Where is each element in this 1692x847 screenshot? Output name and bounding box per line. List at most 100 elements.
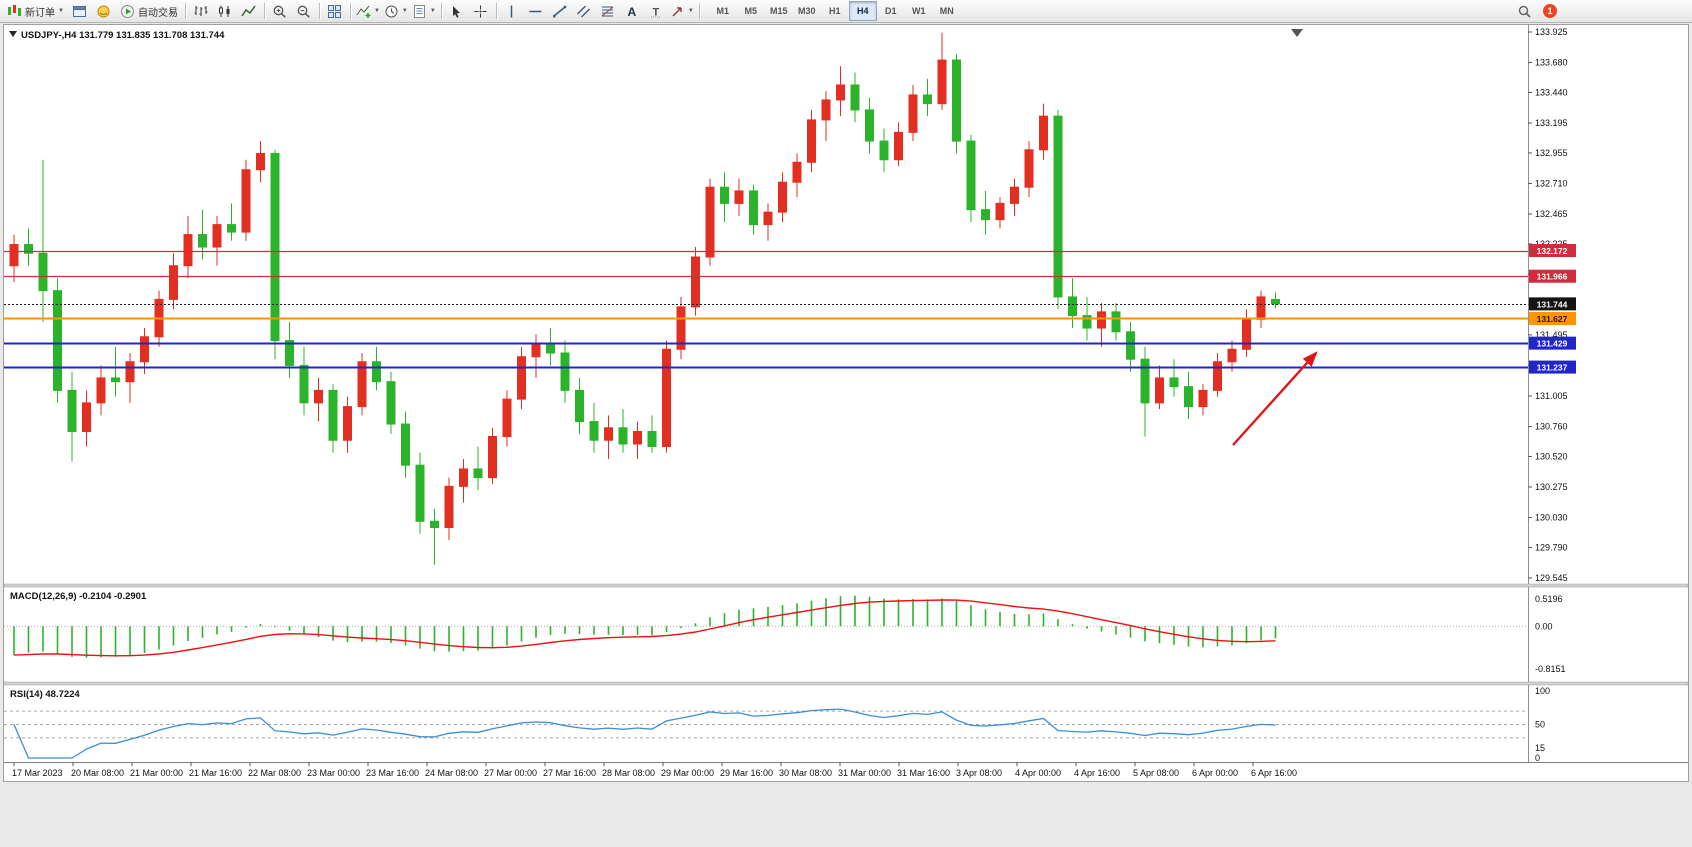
svg-text:130.760: 130.760 — [1535, 422, 1568, 432]
crosshair-button[interactable] — [469, 1, 493, 21]
svg-text:T: T — [653, 6, 660, 18]
price-badge-131.744 — [1529, 297, 1576, 311]
fibonacci-tool-button[interactable] — [596, 1, 620, 21]
toolbar: 新订单 ▼ 自动交易 ▼ ▼ ▼ — [0, 0, 1692, 23]
svg-text:4 Apr 00:00: 4 Apr 00:00 — [1015, 768, 1061, 778]
candle — [82, 390, 91, 447]
zoom-in-icon — [274, 5, 287, 18]
channel-tool-button[interactable] — [572, 1, 596, 21]
candle — [952, 53, 961, 154]
svg-text:131.495: 131.495 — [1535, 330, 1568, 340]
label-tool-button[interactable]: T — [644, 1, 668, 21]
toolbar-separator — [318, 3, 320, 19]
timeframe-button-d1[interactable]: D1 — [885, 6, 897, 16]
indicators-icon — [356, 5, 371, 18]
bar-chart-button[interactable] — [189, 1, 213, 21]
bottom-strip — [0, 783, 1692, 847]
time-axis: 17 Mar 2023 20 Mar 08:00 21 Mar 00:00 21 Ma… — [12, 762, 1297, 778]
crosshair-icon — [474, 5, 487, 17]
timeframe-button-m1[interactable]: M1 — [716, 6, 730, 16]
toolbar-separator — [495, 3, 497, 19]
candlestick-series[interactable] — [9, 32, 1280, 565]
candle — [386, 371, 396, 435]
svg-text:133.925: 133.925 — [1535, 27, 1568, 37]
zoom-in-button[interactable] — [268, 1, 292, 21]
vertical-line-tool-button[interactable] — [500, 1, 524, 21]
price-badge-131.966 — [1529, 269, 1576, 283]
arrows-tool-button[interactable]: ▼ — [668, 1, 696, 21]
candle — [96, 365, 106, 416]
candle — [734, 178, 744, 216]
candle — [314, 377, 323, 422]
horizontal-line-tool-button[interactable] — [524, 1, 548, 21]
candle — [531, 334, 541, 378]
tile-windows-button[interactable] — [323, 1, 347, 21]
candle — [38, 159, 48, 322]
candle — [241, 159, 251, 241]
notification-badge[interactable]: 1 — [1543, 4, 1557, 18]
profiles-button[interactable] — [92, 1, 116, 21]
line-chart-button[interactable] — [237, 1, 261, 21]
autotrading-button[interactable]: 自动交易 — [116, 1, 182, 21]
rsi-line — [13, 708, 1276, 759]
svg-text:100: 100 — [1535, 686, 1550, 696]
zoom-out-icon — [298, 5, 311, 18]
rsi-pane[interactable] — [4, 708, 1528, 759]
trendline-icon — [553, 5, 567, 17]
timeframe-button-m30[interactable]: M30 — [798, 6, 816, 16]
candle — [140, 328, 149, 375]
candle — [24, 228, 33, 266]
toolbar-separator — [184, 3, 186, 19]
templates-button[interactable]: ▼ — [410, 1, 438, 21]
periods-button[interactable]: ▼ — [382, 1, 410, 21]
chart-title: USDJPY-,H4 131.779 131.835 131.708 131.7… — [21, 30, 225, 41]
price-badge-131.429 — [1529, 336, 1576, 350]
svg-text:6 Apr 00:00: 6 Apr 00:00 — [1192, 768, 1238, 778]
svg-text:31 Mar 00:00: 31 Mar 00:00 — [838, 768, 891, 778]
timeframe-button-m5[interactable]: M5 — [744, 6, 758, 16]
label-tool-icon: T — [651, 6, 661, 18]
text-tool-icon: A — [628, 5, 637, 19]
macd-title: MACD(12,26,9) -0.2104 -0.2901 — [10, 591, 147, 602]
candlestick-chart-icon — [219, 5, 230, 17]
candle — [53, 278, 62, 403]
candle — [357, 352, 367, 416]
macd-pane[interactable] — [4, 595, 1528, 658]
cursor-button[interactable] — [445, 1, 469, 21]
search-button[interactable] — [1512, 1, 1536, 21]
timeframe-button-w1[interactable]: W1 — [912, 6, 926, 16]
pane-splitter[interactable] — [4, 681, 1688, 686]
symbol-dropdown-icon[interactable] — [9, 31, 17, 37]
chevron-down-icon: ▼ — [429, 8, 436, 14]
candle — [473, 446, 483, 491]
new-order-button[interactable]: 新订单 ▼ — [3, 1, 68, 21]
horizontal-line-icon — [529, 10, 542, 12]
candle — [343, 396, 352, 453]
chart-window-icon — [73, 5, 87, 17]
chart-shift-marker[interactable] — [1291, 29, 1303, 37]
trend-arrow-annotation[interactable] — [1232, 351, 1318, 446]
chart-canvas[interactable]: 133.925 133.680 133.440 133.195 132.955 132.7… — [4, 25, 1688, 781]
candle — [879, 128, 889, 173]
candle — [792, 153, 802, 198]
chart-windows-button[interactable] — [68, 1, 92, 21]
zoom-out-button[interactable] — [292, 1, 316, 21]
timeframe-button-h1[interactable]: H1 — [829, 6, 841, 16]
candlestick-chart-button[interactable] — [213, 1, 237, 21]
candle — [285, 321, 294, 378]
trendline-tool-button[interactable] — [548, 1, 572, 21]
svg-text:28 Mar 08:00: 28 Mar 08:00 — [602, 768, 655, 778]
timeframe-button-h4[interactable]: H4 — [848, 1, 877, 21]
text-tool-button[interactable]: A — [620, 1, 644, 21]
search-icon — [1518, 5, 1531, 18]
toolbar-separator — [698, 3, 700, 19]
price-scale: 133.925 133.680 133.440 133.195 132.955 132.7… — [1528, 27, 1576, 763]
indicators-button[interactable]: ▼ — [354, 1, 382, 21]
timeframe-button-m15[interactable]: M15 — [770, 6, 788, 16]
candle — [981, 190, 990, 235]
timeframe-button-mn[interactable]: MN — [939, 6, 954, 16]
candle — [169, 253, 178, 310]
candle — [778, 172, 787, 223]
pane-splitter[interactable] — [4, 583, 1688, 588]
horizontal-lines — [4, 250, 1528, 369]
